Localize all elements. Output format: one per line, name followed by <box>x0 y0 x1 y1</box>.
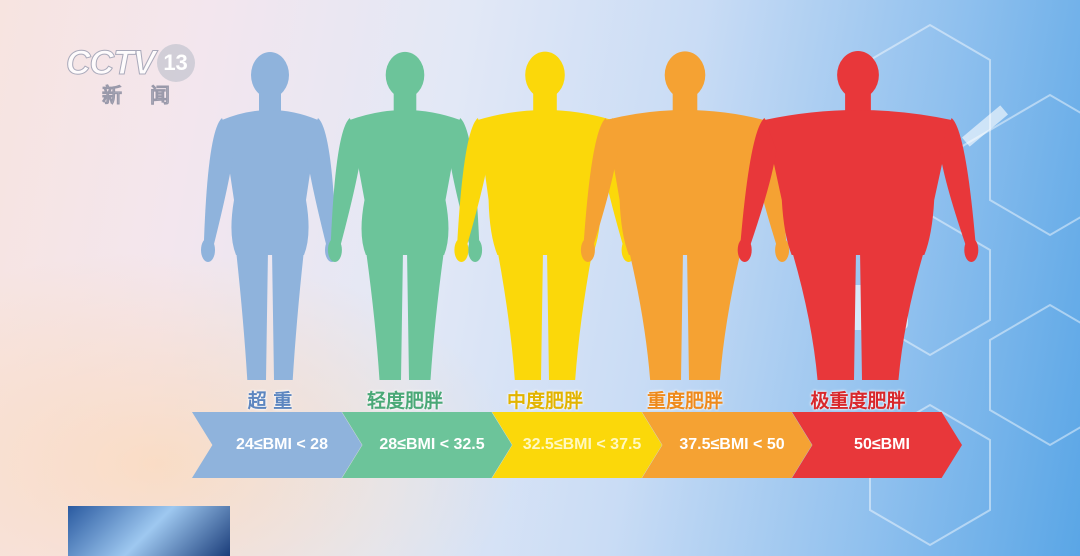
body-silhouette <box>737 51 979 380</box>
logo-subtitle: 新闻 <box>102 83 198 108</box>
category-label: 极重度肥胖 <box>810 390 906 412</box>
video-thumbnail <box>68 506 230 556</box>
bmi-range-chevron: 37.5≤BMI < 50 <box>642 412 812 478</box>
body-silhouette <box>454 51 636 380</box>
bmi-range-chevron: 32.5≤BMI < 37.5 <box>492 412 662 478</box>
syringe-icon <box>961 105 1009 147</box>
bmi-range-chevron: 50≤BMI <box>792 412 962 478</box>
category-label: 轻度肥胖 <box>366 390 443 412</box>
logo-channel: 13 <box>156 44 195 82</box>
body-silhouette <box>327 51 483 380</box>
logo-brand: CCTV <box>66 44 157 83</box>
category-label: 中度肥胖 <box>506 390 583 412</box>
category-label: 重度肥胖 <box>646 390 723 412</box>
category-label: 超 重 <box>247 390 293 412</box>
bmi-range-chevron: 28≤BMI < 32.5 <box>342 412 512 478</box>
bmi-range-chevron: 24≤BMI < 28 <box>192 412 362 478</box>
cctv13-logo: CCTV 13 新闻 <box>66 44 198 108</box>
body-silhouette <box>201 52 339 380</box>
